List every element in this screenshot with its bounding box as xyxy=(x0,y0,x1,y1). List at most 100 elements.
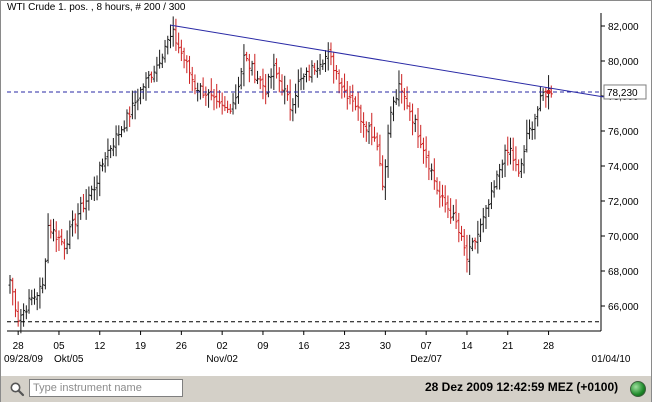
x-tick-label: 21 xyxy=(502,341,514,352)
ohlc-bar xyxy=(275,58,279,79)
current-price-box xyxy=(603,84,647,100)
ohlc-bar xyxy=(79,196,83,220)
ohlc-bar xyxy=(500,159,504,178)
ohlc-bar xyxy=(247,53,251,83)
ohlc-bar xyxy=(130,90,134,120)
ohlc-bar xyxy=(392,96,396,122)
ohlc-bar xyxy=(367,121,371,144)
ohlc-bar xyxy=(337,69,341,94)
ohlc-bar xyxy=(158,49,162,69)
search-icon[interactable] xyxy=(9,381,25,397)
ohlc-bar xyxy=(473,237,477,250)
ohlc-bar xyxy=(435,177,439,195)
ohlc-bar xyxy=(432,158,436,190)
ohlc-bar xyxy=(204,86,208,106)
ohlc-bar xyxy=(90,185,94,200)
ohlc-bar xyxy=(177,32,181,54)
ohlc-bar xyxy=(62,238,66,260)
ohlc-bar xyxy=(506,136,510,166)
ohlc-bar xyxy=(163,39,167,63)
ohlc-bar xyxy=(451,204,455,221)
ohlc-bar xyxy=(304,67,308,83)
ohlc-bar xyxy=(144,72,148,101)
ohlc-bar xyxy=(139,86,143,105)
status-bar: 28 Dez 2009 12:42:59 MEZ (+0100) xyxy=(1,375,651,402)
ohlc-bar xyxy=(397,70,401,107)
ohlc-bar xyxy=(46,213,50,264)
ohlc-bar xyxy=(430,163,434,181)
x-tick-label: 12 xyxy=(94,341,106,352)
ohlc-bar xyxy=(522,145,526,174)
ohlc-bar xyxy=(201,77,205,99)
ohlc-bar xyxy=(443,185,447,213)
ohlc-bar xyxy=(394,89,398,105)
ohlc-bar xyxy=(209,78,213,101)
instrument-search-input[interactable] xyxy=(29,379,183,397)
ohlc-bar xyxy=(253,53,257,84)
ohlc-bar xyxy=(109,145,113,159)
ohlc-bar xyxy=(334,65,338,80)
ohlc-bar xyxy=(402,87,406,111)
ohlc-bar xyxy=(198,83,202,100)
ohlc-bar xyxy=(215,83,219,109)
ohlc-bar xyxy=(103,152,107,173)
x-tick-label: 19 xyxy=(135,341,147,352)
y-tick-label: 76,000 xyxy=(608,127,639,138)
ohlc-bar xyxy=(321,59,325,70)
ohlc-bar xyxy=(65,230,69,255)
x-tick-label: 14 xyxy=(461,341,473,352)
ohlc-bar xyxy=(465,234,469,273)
trendline[interactable] xyxy=(170,24,614,100)
ohlc-bar xyxy=(405,86,409,110)
x-tick-label: 16 xyxy=(298,341,310,352)
ohlc-bar xyxy=(457,212,461,243)
ohlc-bar xyxy=(239,67,243,90)
ohlc-bar xyxy=(11,277,15,306)
ohlc-bar xyxy=(190,66,194,91)
ohlc-bar xyxy=(440,184,444,207)
ohlc-bar xyxy=(378,134,382,167)
ohlc-bar xyxy=(427,150,431,181)
ohlc-bar xyxy=(446,195,450,219)
ohlc-bar xyxy=(258,75,262,90)
y-tick-label: 68,000 xyxy=(608,267,639,278)
ohlc-bar xyxy=(136,88,140,111)
ohlc-bar xyxy=(307,64,311,81)
current-price-marker xyxy=(546,89,551,95)
ohlc-bar xyxy=(468,234,472,276)
ohlc-bar xyxy=(171,16,175,47)
ohlc-bar xyxy=(389,106,393,138)
ohlc-bar xyxy=(353,96,357,111)
ohlc-bar xyxy=(508,137,512,165)
ohlc-bar xyxy=(27,289,31,314)
ohlc-bar xyxy=(30,289,34,306)
ohlc-bar xyxy=(122,120,126,133)
ohlc-bar xyxy=(160,53,164,69)
x-tick-label: 28 xyxy=(543,341,555,352)
x-month-label: Okt/05 xyxy=(54,354,84,365)
ohlc-bars xyxy=(8,16,553,334)
ohlc-bar xyxy=(372,126,376,142)
ohlc-bar xyxy=(76,203,80,240)
price-chart[interactable]: 82,00080,00078,00076,00074,00072,00070,0… xyxy=(1,1,651,375)
ohlc-bar xyxy=(495,170,499,190)
ohlc-bar xyxy=(530,121,534,140)
current-price-label: 78,230 xyxy=(607,88,638,99)
ohlc-bar xyxy=(168,24,172,49)
ohlc-bar xyxy=(302,73,306,90)
ohlc-bar xyxy=(193,74,197,95)
ohlc-bar xyxy=(400,74,404,104)
chart-title: WTI Crude 1. pos. , 8 hours, # 200 / 300 xyxy=(7,2,186,13)
ohlc-bar xyxy=(60,228,64,246)
x-tick-label: 09 xyxy=(257,341,269,352)
ohlc-bar xyxy=(332,51,336,84)
ohlc-bar xyxy=(375,132,379,151)
ohlc-bar xyxy=(419,124,423,149)
ohlc-bar xyxy=(174,18,178,51)
ohlc-bar xyxy=(117,125,121,146)
x-tick-label: 23 xyxy=(339,341,351,352)
ohlc-bar xyxy=(525,119,529,153)
ohlc-bar xyxy=(49,219,53,239)
ohlc-bar xyxy=(125,109,129,132)
